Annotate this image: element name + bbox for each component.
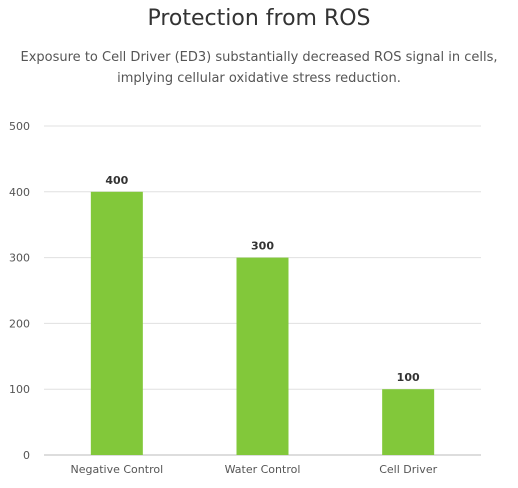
- y-tick-label-500: 500: [9, 120, 30, 133]
- y-tick-label-300: 300: [9, 252, 30, 265]
- bar-1: [236, 257, 289, 455]
- y-tick-label-200: 200: [9, 317, 30, 330]
- x-tick-label-1: Water Control: [225, 463, 301, 476]
- bars: [90, 191, 435, 456]
- y-tick-label-400: 400: [9, 186, 30, 199]
- x-tick-label-0: Negative Control: [71, 463, 164, 476]
- chart-title: Protection from ROS: [147, 6, 371, 31]
- chart-subtitle: Exposure to Cell Driver (ED3) substantia…: [20, 50, 498, 86]
- x-tick-label-2: Cell Driver: [379, 463, 437, 476]
- data-label-2: 100: [397, 371, 420, 384]
- y-tick-label-0: 0: [23, 449, 30, 462]
- data-label-0: 400: [105, 174, 128, 187]
- data-label-1: 300: [251, 240, 274, 253]
- y-tick-label-100: 100: [9, 383, 30, 396]
- bar-2: [382, 389, 435, 455]
- bar-0: [90, 191, 143, 456]
- labels: 0 100 200 300 400 500 400 Negative Control 300 Wa…: [9, 120, 438, 476]
